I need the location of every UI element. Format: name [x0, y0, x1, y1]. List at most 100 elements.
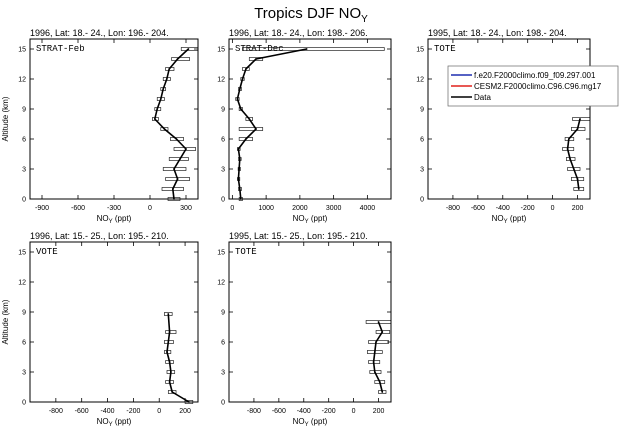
- x-tick-label: -900: [35, 205, 49, 212]
- x-axis-label-unit: (ppt): [113, 417, 132, 426]
- panel-4: 1996, Lat: 15.- 25., Lon: 195.- 210. 0 3 6 9…: [1, 231, 199, 428]
- y-tick-label: 9: [22, 310, 26, 317]
- error-box: [180, 47, 199, 51]
- x-tick-label: 200: [373, 408, 385, 415]
- data-point: [244, 138, 247, 140]
- data-point: [169, 371, 172, 373]
- data-point: [579, 118, 581, 120]
- legend-box: [447, 65, 619, 107]
- figure-title-main: Tropics DJF NO: [254, 5, 361, 22]
- y-tick-label: 12: [18, 77, 26, 84]
- y-tick-label: 6: [22, 137, 26, 144]
- data-point: [185, 148, 187, 150]
- error-box: [165, 330, 177, 334]
- data-point: [175, 138, 178, 140]
- x-tick-label: -400: [297, 408, 311, 415]
- y-tick-label: 9: [420, 107, 424, 114]
- data-point: [248, 118, 251, 120]
- data-point: [176, 58, 179, 60]
- panel-header: 1995, Lat: 15.- 25., Lon: 195.- 210.: [229, 231, 368, 241]
- data-point: [187, 48, 190, 50]
- data-line: [566, 118, 581, 190]
- x-tick-label: 200: [179, 408, 191, 415]
- y-tick-label: 6: [420, 137, 424, 144]
- x-tick-label: -200: [322, 408, 336, 415]
- x-axis-label: NOY (ppt): [293, 417, 328, 428]
- x-tick-label: 0: [230, 205, 234, 212]
- data-point: [377, 321, 380, 323]
- panel-label: TOTE: [235, 247, 257, 257]
- x-axis-label-subscript: Y: [305, 219, 309, 225]
- x-axis-label-unit: (ppt): [309, 417, 328, 426]
- x-tick-label: 0: [551, 205, 555, 212]
- y-tick-label: 15: [416, 47, 424, 54]
- y-tick-label: 15: [18, 250, 26, 257]
- data-point: [167, 313, 170, 315]
- data-point: [255, 58, 257, 60]
- panels: 1996, Lat: 18.- 24., Lon: 196.- 204. 0 3 6 9…: [1, 28, 591, 428]
- legend-label: CESM2.F2000climo.C96.C96.mg17: [474, 82, 602, 91]
- x-tick-label: 2000: [292, 205, 308, 212]
- data-point: [156, 108, 159, 110]
- x-axis-label-subscript: Y: [109, 422, 113, 428]
- data-point: [381, 331, 384, 333]
- data-point: [168, 331, 171, 333]
- panel-label: TOTE: [434, 44, 456, 54]
- y-tick-label: 15: [217, 250, 225, 257]
- data-point: [153, 118, 156, 120]
- panel-header: 1996, Lat: 15.- 25., Lon: 195.- 210.: [30, 231, 169, 241]
- x-tick-label: -800: [446, 205, 460, 212]
- data-point: [238, 88, 241, 90]
- data-point: [171, 391, 174, 393]
- data-point: [239, 108, 242, 110]
- legend-label: Data: [474, 93, 491, 102]
- plot-frame: [29, 38, 199, 200]
- panel-label: STRAT-Dec: [235, 44, 284, 54]
- series-1: [164, 312, 194, 404]
- y-tick-label: 3: [420, 167, 424, 174]
- x-tick-label: 0: [352, 408, 356, 415]
- data-line: [236, 48, 307, 200]
- data-point: [576, 178, 579, 180]
- x-axis-label-main: NO: [492, 214, 504, 223]
- panel-3: 1995, Lat: 18.- 24., Lon: 198.- 204. 0 3 6 9…: [416, 28, 591, 225]
- error-box: [375, 330, 391, 334]
- data-point: [168, 361, 171, 363]
- y-tick-label: 9: [221, 107, 225, 114]
- data-point: [176, 178, 179, 180]
- panel-header: 1996, Lat: 18.- 24., Lon: 198.- 206.: [229, 28, 368, 38]
- panel-header: 1995, Lat: 18.- 24., Lon: 198.- 204.: [428, 28, 567, 38]
- x-tick-label: -200: [126, 408, 140, 415]
- series-1: [152, 47, 199, 201]
- data-point: [373, 351, 376, 353]
- y-tick-label: 6: [22, 340, 26, 347]
- error-box: [368, 340, 389, 344]
- x-axis-label-subscript: Y: [109, 219, 113, 225]
- y-tick-label: 6: [221, 340, 225, 347]
- data-point: [239, 198, 242, 200]
- data-point: [167, 341, 170, 343]
- y-tick-label: 6: [221, 137, 225, 144]
- x-tick-label: -300: [107, 205, 121, 212]
- data-point: [244, 68, 247, 70]
- data-line: [372, 321, 384, 393]
- series-1: [562, 117, 591, 191]
- x-tick-label: -400: [101, 408, 115, 415]
- data-point: [163, 128, 166, 130]
- data-point: [238, 188, 241, 190]
- y-tick-label: 0: [420, 197, 424, 204]
- data-point: [159, 98, 162, 100]
- y-tick-label: 12: [217, 280, 225, 287]
- x-tick-label: 0: [148, 205, 152, 212]
- data-point: [179, 158, 181, 160]
- y-tick-label: 0: [221, 400, 225, 407]
- data-point: [577, 188, 580, 190]
- data-point: [238, 158, 241, 160]
- plot-frame: [228, 38, 392, 200]
- x-axis-label-main: NO: [97, 214, 109, 223]
- x-axis-label-subscript: Y: [305, 422, 309, 428]
- x-tick-label: 0: [157, 408, 161, 415]
- error-box: [242, 47, 385, 51]
- data-point: [236, 98, 239, 100]
- data-line: [166, 313, 190, 403]
